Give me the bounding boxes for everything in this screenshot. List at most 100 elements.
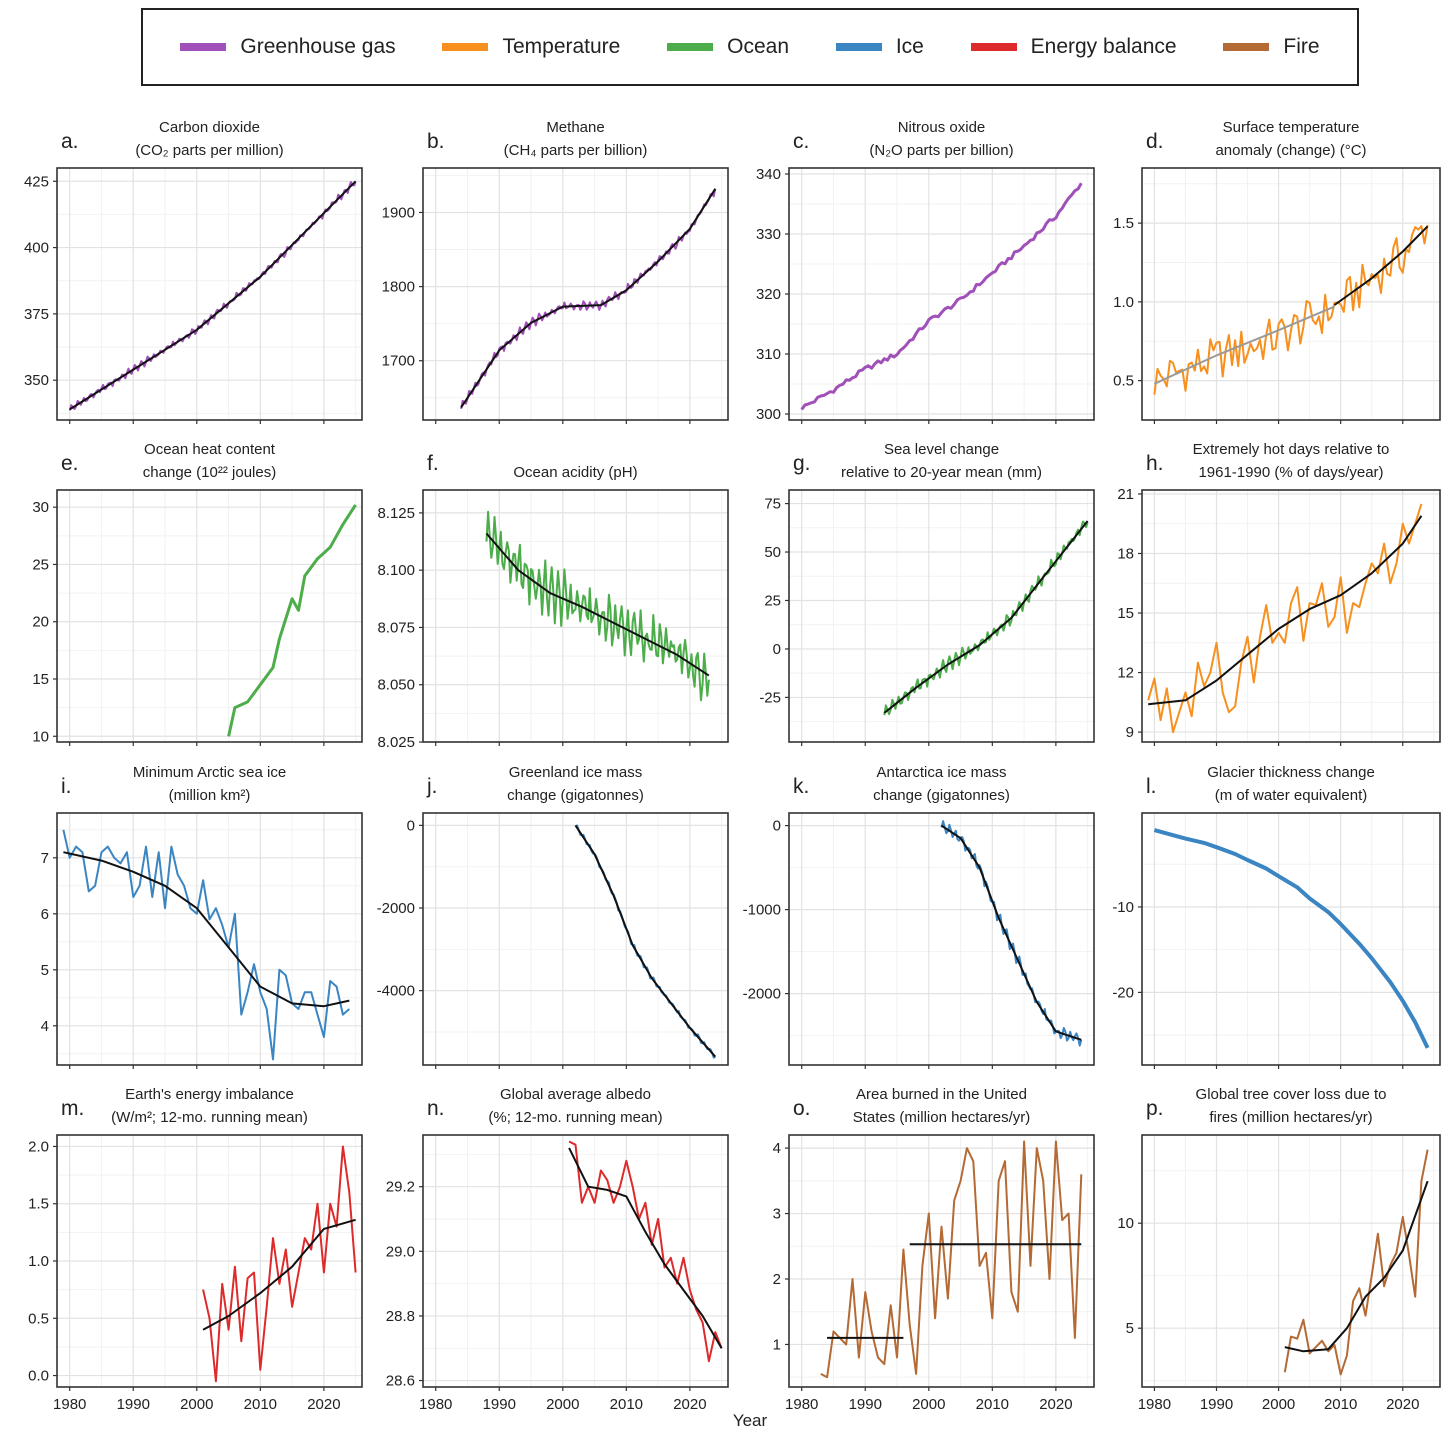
y-tick-label: -20 <box>1112 984 1134 1001</box>
x-tick-label: 1980 <box>53 1396 86 1413</box>
panel-frame <box>788 812 1095 1066</box>
y-tick-label: 1.0 <box>1113 294 1134 311</box>
panel-title: States (million hectares/yr) <box>853 1109 1031 1126</box>
y-tick-label: 2.0 <box>28 1138 49 1155</box>
panel-o: 1 2 3 4 1980 1990 2000 2010 2020 o. Area burned in… <box>773 1086 1095 1413</box>
y-tick-label: 340 <box>756 166 781 183</box>
panel-c: 300 310 320 330 340 c. Nitrous oxide (N₂O parts… <box>756 119 1095 424</box>
panel-frame <box>56 167 363 421</box>
panel-title: Glacier thickness change <box>1207 764 1375 781</box>
panel-title: Carbon dioxide <box>159 119 260 136</box>
legend: Greenhouse gas Temperature Ocean Ice Energy … <box>141 8 1359 86</box>
y-tick-label: 6 <box>41 906 49 923</box>
series-line <box>202 1145 357 1383</box>
y-tick-label: 10 <box>1117 1215 1134 1232</box>
panel-letter: l. <box>1146 775 1157 798</box>
panel-letter: o. <box>793 1097 811 1120</box>
panel-title: Area burned in the United <box>856 1086 1027 1103</box>
legend-item: Ocean <box>667 35 789 59</box>
series-line <box>800 182 1083 411</box>
x-tick-label: 2010 <box>1324 1396 1357 1413</box>
panel-title: change (gigatonnes) <box>507 787 644 804</box>
x-tick-label: 2010 <box>244 1396 277 1413</box>
x-tick-label: 1990 <box>117 1396 150 1413</box>
legend-swatch <box>180 43 227 51</box>
panel-title: Global average albedo <box>500 1086 651 1103</box>
panel-frame <box>788 489 1095 743</box>
panel-title: anomaly (change) (°C) <box>1215 142 1366 159</box>
panel-frame <box>422 167 729 421</box>
y-tick-label: -2000 <box>743 986 781 1003</box>
y-tick-label: 5 <box>1126 1320 1134 1337</box>
legend-label: Ocean <box>727 35 790 58</box>
panel-letter: j. <box>426 775 438 798</box>
legend-label: Energy balance <box>1030 35 1177 58</box>
panel-title: Surface temperature <box>1223 119 1360 136</box>
x-tick-label: 2000 <box>1262 1396 1295 1413</box>
trend-line <box>1148 515 1423 706</box>
panel-title: Methane <box>546 119 604 136</box>
panel-letter: k. <box>793 775 809 798</box>
panel-frame <box>422 812 729 1066</box>
x-tick-label: 2000 <box>546 1396 579 1413</box>
series-line <box>820 1140 1083 1379</box>
y-tick-label: 4 <box>773 1140 781 1157</box>
y-tick-label: 25 <box>764 592 781 609</box>
legend-label: Fire <box>1283 35 1320 58</box>
panel-title: change (10²² joules) <box>143 464 276 481</box>
panel-letter: f. <box>427 452 439 475</box>
y-tick-label: 0 <box>773 818 781 835</box>
panel-title: Earth's energy imbalance <box>125 1086 294 1103</box>
series-line <box>68 181 357 411</box>
legend-swatch <box>1223 43 1270 51</box>
x-tick-label: 2020 <box>307 1396 340 1413</box>
panel-g: -25 0 25 50 75 g. Sea level change relative to … <box>759 441 1095 746</box>
series-line <box>1283 1149 1429 1376</box>
x-tick-label: 2010 <box>976 1396 1009 1413</box>
y-tick-label: 0.0 <box>28 1368 49 1385</box>
y-tick-label: 21 <box>1117 486 1134 503</box>
y-tick-label: -4000 <box>377 983 415 1000</box>
panel-letter: h. <box>1146 452 1164 475</box>
panel-frame <box>56 812 363 1066</box>
series-line <box>460 188 717 409</box>
panel-title: change (gigatonnes) <box>873 787 1010 804</box>
series-line <box>940 820 1083 1047</box>
panel-letter: g. <box>793 452 811 475</box>
y-tick-label: 1800 <box>382 279 415 296</box>
y-tick-label: -1000 <box>743 902 781 919</box>
x-tick-label: 1990 <box>483 1396 516 1413</box>
y-tick-label: 1.5 <box>1113 215 1134 232</box>
panel-title: Nitrous oxide <box>898 119 986 136</box>
y-tick-label: 7 <box>41 850 49 867</box>
trend-line <box>568 1147 723 1349</box>
panel-letter: m. <box>61 1097 84 1120</box>
panel-title: Sea level change <box>884 441 999 458</box>
y-tick-label: -10 <box>1112 899 1134 916</box>
x-tick-label: 2020 <box>1039 1396 1072 1413</box>
panel-letter: d. <box>1146 130 1164 153</box>
y-tick-label: 28.8 <box>386 1308 415 1325</box>
y-tick-label: 0 <box>407 817 415 834</box>
panel-title: (N₂O parts per billion) <box>869 142 1013 159</box>
panel-d: 0.5 1.0 1.5 d. Surface temperature anomaly (c… <box>1113 119 1441 424</box>
y-tick-label: -2000 <box>377 900 415 917</box>
y-tick-label: 300 <box>756 406 781 423</box>
legend-swatch <box>835 43 882 51</box>
y-tick-label: 350 <box>24 372 49 389</box>
y-tick-label: 4 <box>41 1018 49 1035</box>
panel-title: (CH₄ parts per billion) <box>504 142 648 159</box>
trend-line <box>940 824 1082 1041</box>
y-tick-label: 20 <box>32 614 49 631</box>
panel-title: Extremely hot days relative to <box>1193 441 1390 458</box>
trend-line <box>1284 1180 1429 1353</box>
trend-line <box>883 520 1089 714</box>
panel-letter: i. <box>61 775 72 798</box>
panel-m: 0.0 0.5 1.0 1.5 2.0 1980 1990 2000 2010 2020 m. Ear… <box>28 1086 363 1413</box>
panel-k: -2000 -1000 0 k. Antarctica ice mass change (… <box>743 764 1095 1069</box>
legend-label: Ice <box>895 35 924 58</box>
y-tick-label: 25 <box>32 556 49 573</box>
panel-title: (m of water equivalent) <box>1215 787 1368 804</box>
y-tick-label: 8.100 <box>377 562 415 579</box>
